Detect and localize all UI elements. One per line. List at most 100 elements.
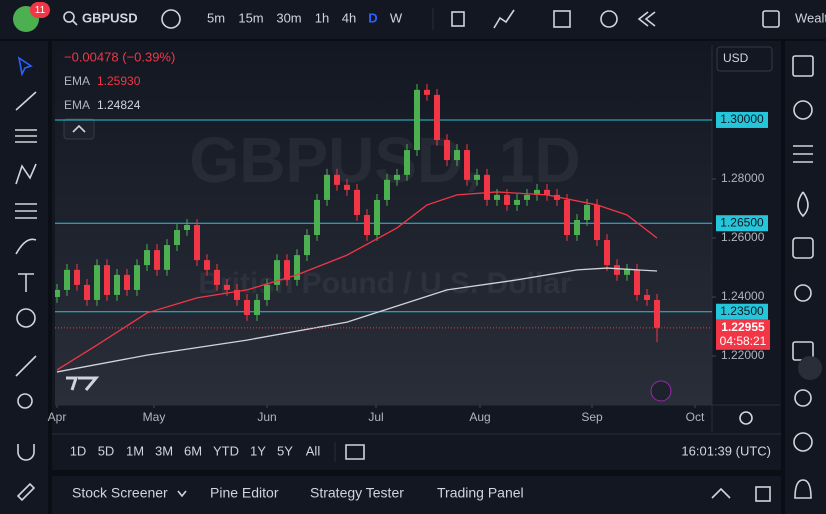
- candle-body: [574, 219, 580, 236]
- range-button[interactable]: 1M: [126, 443, 144, 458]
- range-button[interactable]: 1Y: [250, 443, 266, 458]
- candle-body: [624, 269, 630, 275]
- interval[interactable]: W: [390, 10, 403, 25]
- trendline-tool[interactable]: [15, 91, 37, 111]
- candle-body: [504, 194, 510, 205]
- interval[interactable]: 4h: [342, 10, 356, 25]
- interval[interactable]: D: [368, 10, 377, 25]
- interval[interactable]: 5m: [207, 10, 225, 25]
- plot-area: [55, 45, 712, 405]
- interval[interactable]: 30m: [276, 10, 301, 25]
- notifications-icon[interactable]: [794, 479, 812, 499]
- projection-tool[interactable]: [15, 203, 37, 219]
- range-button[interactable]: All: [306, 443, 321, 458]
- legend-name: EMA: [64, 74, 90, 88]
- right-sidebar: [785, 41, 826, 514]
- range-button[interactable]: 3M: [155, 443, 173, 458]
- magnet-tool[interactable]: [17, 444, 35, 461]
- candle-body: [294, 255, 300, 280]
- broadcast-icon[interactable]: [794, 389, 812, 407]
- y-tick-label: 1.24000: [721, 289, 765, 303]
- zoom-tool[interactable]: [17, 393, 33, 409]
- date-range-icon[interactable]: [345, 444, 365, 460]
- panel-tab[interactable]: Strategy Tester: [310, 485, 404, 501]
- last-price-tag: [716, 319, 770, 350]
- account[interactable]: Wealt: [795, 10, 826, 25]
- stream-icon[interactable]: [793, 432, 813, 452]
- candle-body: [364, 214, 370, 236]
- ruler-tool[interactable]: [15, 355, 37, 377]
- interval[interactable]: 15m: [238, 10, 263, 25]
- candle-body: [544, 189, 550, 195]
- panel-tab[interactable]: Pine Editor: [210, 485, 279, 501]
- layouts-icon[interactable]: [553, 10, 571, 28]
- y-tick-label: 1.22000: [721, 348, 765, 362]
- legend-value: 1.24824: [97, 98, 141, 112]
- pattern-tool[interactable]: [15, 163, 37, 185]
- flash-button[interactable]: [650, 380, 672, 402]
- range-button[interactable]: 5Y: [277, 443, 293, 458]
- candle-body: [614, 265, 620, 275]
- fib-tool[interactable]: [15, 129, 37, 143]
- alerts-icon[interactable]: [793, 100, 813, 120]
- panel-tab[interactable]: Trading Panel: [437, 485, 524, 501]
- replay-icon[interactable]: [637, 11, 656, 27]
- interval[interactable]: 1h: [315, 10, 329, 25]
- settings-icon[interactable]: [739, 411, 753, 425]
- x-tick-label: Apr: [48, 410, 67, 424]
- calendar-icon[interactable]: [792, 237, 814, 259]
- range-button[interactable]: 5D: [98, 443, 115, 458]
- currency[interactable]: USD: [723, 51, 749, 65]
- range-button[interactable]: YTD: [213, 443, 239, 458]
- emoji-tool[interactable]: [16, 308, 36, 328]
- watchlist-icon[interactable]: [792, 55, 814, 77]
- add-symbol[interactable]: [161, 9, 181, 29]
- candle-body: [654, 299, 660, 328]
- x-tick-label: Aug: [469, 410, 490, 424]
- ideas-icon[interactable]: [794, 284, 812, 302]
- range-button[interactable]: 6M: [184, 443, 202, 458]
- candle-body: [594, 204, 600, 241]
- panel-maximize[interactable]: [755, 486, 771, 502]
- news-icon[interactable]: [793, 145, 813, 163]
- candle-body: [514, 199, 520, 205]
- panel-toggle[interactable]: [711, 487, 731, 499]
- candle-body: [384, 179, 390, 200]
- search-icon[interactable]: [63, 11, 75, 23]
- tab-dropdown[interactable]: [177, 490, 187, 498]
- bottom-panel: [52, 476, 781, 514]
- currency-select[interactable]: [716, 46, 773, 72]
- watermark: British Pound / U.S. Dollar: [198, 267, 572, 300]
- alert-icon[interactable]: [600, 10, 618, 28]
- lock-tool[interactable]: [16, 482, 36, 502]
- hotlist-icon[interactable]: [797, 191, 809, 218]
- chart-type-icon[interactable]: [451, 11, 465, 27]
- panel-tab[interactable]: Stock Screener: [72, 485, 168, 501]
- last-price-label: 1.22955: [721, 320, 765, 334]
- level-label: 1.30000: [720, 112, 764, 126]
- candle-body: [284, 260, 290, 280]
- collapse-button[interactable]: [63, 118, 95, 140]
- candle-body: [164, 245, 170, 270]
- candle-body: [454, 150, 460, 161]
- candle-body: [94, 265, 100, 300]
- y-tick-label: 1.26000: [721, 230, 765, 244]
- cursor-tool[interactable]: [17, 56, 33, 77]
- checkbox[interactable]: [762, 10, 780, 28]
- legend-value: 1.25930: [97, 74, 141, 88]
- assistant-icon[interactable]: [798, 356, 822, 380]
- candle-body: [644, 294, 650, 300]
- brush-tool[interactable]: [15, 238, 37, 255]
- candle-body: [274, 260, 280, 285]
- level-tag: [716, 111, 768, 128]
- candle-body: [494, 194, 500, 200]
- candle-body: [324, 174, 330, 200]
- symbol[interactable]: GBPUSD: [82, 10, 138, 25]
- candle-body: [534, 189, 540, 195]
- text-tool[interactable]: [18, 273, 34, 292]
- range-button[interactable]: 1D: [70, 443, 87, 458]
- candle-body: [184, 225, 190, 231]
- candle-body: [344, 184, 350, 190]
- indicators-icon[interactable]: [493, 9, 515, 29]
